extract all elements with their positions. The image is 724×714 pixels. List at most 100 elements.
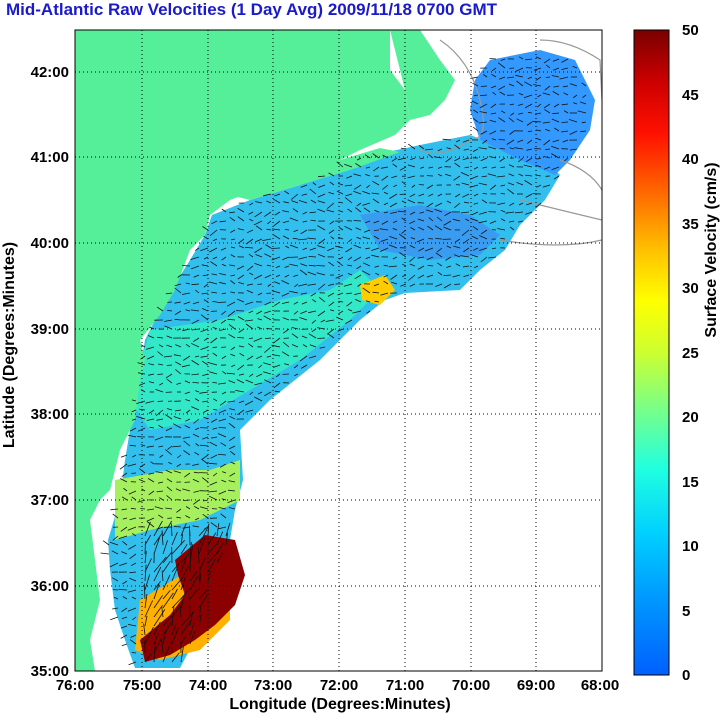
velocity-vector <box>417 265 425 270</box>
velocity-vector <box>230 280 236 285</box>
velocity-vector <box>222 471 227 474</box>
velocity-vector <box>176 328 182 331</box>
velocity-vector <box>266 228 272 231</box>
velocity-vector <box>140 508 146 510</box>
velocity-vector <box>551 145 560 150</box>
velocity-vector <box>140 355 146 360</box>
velocity-vector <box>237 238 245 244</box>
velocity-vector <box>344 225 353 231</box>
velocity-vector <box>194 451 200 456</box>
velocity-vector <box>452 218 461 222</box>
velocity-vector <box>192 525 200 528</box>
velocity-vector <box>153 520 163 537</box>
velocity-vector <box>454 238 461 243</box>
velocity-vector <box>401 200 407 204</box>
velocity-vector <box>391 281 398 285</box>
velocity-vector <box>505 211 515 214</box>
velocity-vector <box>291 193 299 200</box>
velocity-vector <box>443 220 452 226</box>
velocity-vector <box>500 193 506 195</box>
velocity-vector <box>195 289 200 294</box>
velocity-vector <box>507 182 515 186</box>
velocity-vector <box>300 184 308 188</box>
velocity-vector <box>180 646 184 663</box>
velocity-vector <box>119 562 128 567</box>
velocity-vector <box>491 166 497 169</box>
velocity-vector <box>137 499 146 503</box>
velocity-vector <box>171 627 179 645</box>
velocity-vector <box>166 408 173 411</box>
velocity-vector <box>122 540 128 546</box>
velocity-vector <box>228 436 236 442</box>
velocity-vector <box>249 391 254 396</box>
velocity-vector <box>144 593 148 609</box>
velocity-vector <box>122 596 128 600</box>
velocity-vector <box>171 532 178 546</box>
velocity-vector <box>327 292 335 297</box>
velocity-vector <box>338 210 344 213</box>
velocity-vector <box>336 161 344 168</box>
velocity-vector <box>198 527 207 537</box>
velocity-vector <box>362 236 371 240</box>
velocity-vectors <box>100 56 587 666</box>
velocity-vector <box>130 562 137 567</box>
velocity-vector <box>281 301 290 304</box>
land-cape-cod <box>390 30 455 120</box>
velocity-vector <box>284 363 290 366</box>
velocity-vector <box>185 343 191 348</box>
velocity-vector <box>185 309 191 312</box>
velocity-vector <box>335 245 344 249</box>
velocity-vector <box>189 542 192 555</box>
velocity-vector <box>208 495 218 501</box>
velocity-vector <box>192 433 200 438</box>
velocity-vector <box>173 354 182 357</box>
velocity-vector <box>164 319 173 322</box>
velocity-vector <box>201 292 209 295</box>
velocity-vector <box>159 497 164 501</box>
velocity-vector <box>121 643 128 647</box>
velocity-vector <box>254 396 263 402</box>
velocity-vector <box>229 415 236 420</box>
velocity-vector <box>478 220 488 224</box>
velocity-vector <box>204 337 209 341</box>
velocity-vector <box>255 254 263 258</box>
velocity-vector <box>552 91 560 96</box>
velocity-vector <box>372 198 380 204</box>
velocity-vector <box>371 192 380 195</box>
velocity-vector <box>317 175 326 178</box>
velocity-vector <box>157 336 164 339</box>
velocity-vector <box>140 444 146 447</box>
velocity-vector <box>153 581 161 591</box>
velocity-vector <box>344 184 353 187</box>
velocity-vector <box>523 94 533 99</box>
velocity-vector <box>209 371 218 375</box>
x-tick-label: 75:00 <box>123 677 161 694</box>
velocity-vector <box>508 220 515 223</box>
velocity-vector <box>271 344 281 348</box>
velocity-vector <box>329 181 335 186</box>
velocity-vector <box>356 236 362 240</box>
velocity-vector <box>201 458 209 465</box>
velocity-vector <box>536 129 542 132</box>
velocity-vector <box>326 209 335 213</box>
velocity-vector <box>357 283 362 287</box>
velocity-vector <box>300 292 308 295</box>
velocity-vector <box>356 202 362 207</box>
velocity-vector <box>220 442 227 447</box>
velocity-vector <box>221 391 227 395</box>
velocity-vector <box>473 202 479 205</box>
velocity-vector <box>462 193 470 198</box>
velocity-vector <box>473 193 479 197</box>
velocity-vector <box>165 449 173 456</box>
velocity-vector <box>202 274 209 276</box>
velocity-vector <box>220 247 227 251</box>
velocity-vector <box>500 166 506 168</box>
velocity-vector <box>281 280 290 285</box>
velocity-vector <box>176 382 182 385</box>
velocity-vector <box>417 274 425 279</box>
velocity-vector <box>182 355 191 361</box>
velocity-vector <box>265 244 272 249</box>
velocity-vector <box>198 590 208 600</box>
velocity-vector <box>392 228 398 231</box>
velocity-vector <box>327 247 335 251</box>
